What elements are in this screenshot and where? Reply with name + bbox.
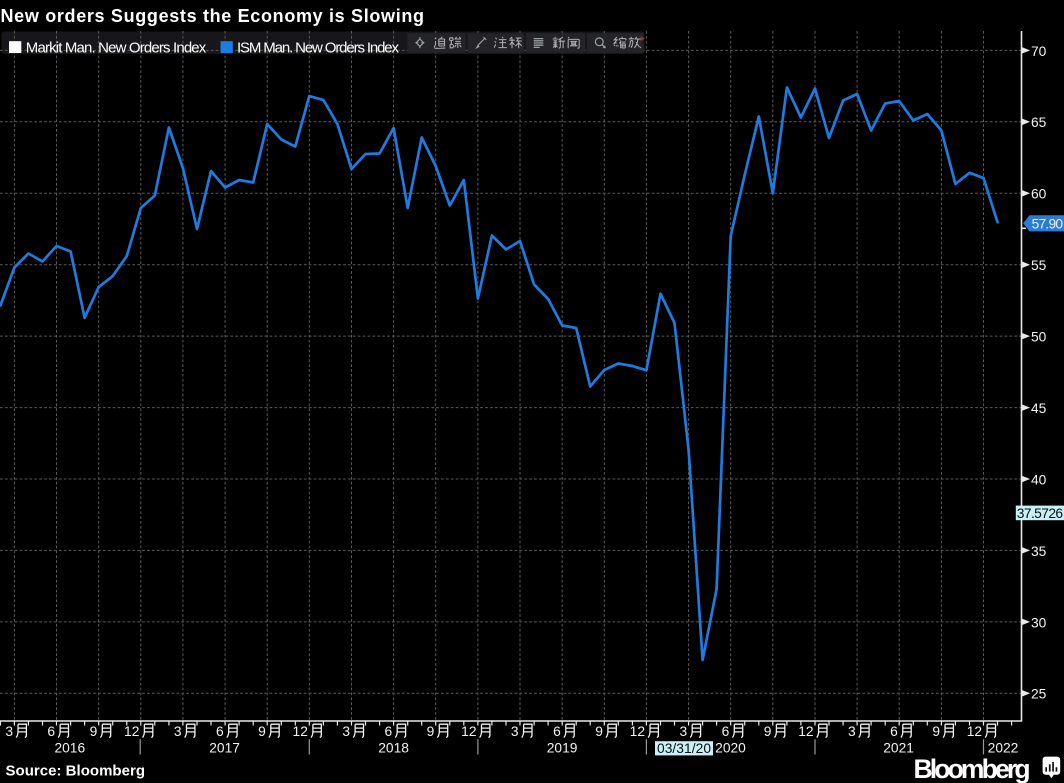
svg-text:12: 12 (293, 724, 308, 739)
svg-text:Source: Bloomberg: Source: Bloomberg (6, 763, 146, 780)
svg-text:50: 50 (1031, 330, 1047, 345)
svg-text:3: 3 (680, 724, 688, 739)
svg-text:2020: 2020 (715, 740, 746, 755)
svg-text:2016: 2016 (54, 740, 85, 755)
svg-text:12: 12 (798, 724, 813, 739)
svg-text:3: 3 (342, 724, 350, 739)
svg-text:25: 25 (1031, 687, 1047, 702)
svg-text:9: 9 (90, 724, 98, 739)
svg-text:9: 9 (258, 724, 266, 739)
svg-text:30: 30 (1031, 615, 1047, 630)
svg-text:2018: 2018 (378, 740, 409, 755)
svg-text:3: 3 (511, 724, 519, 739)
svg-text:12: 12 (967, 724, 982, 739)
svg-text:6: 6 (722, 724, 730, 739)
svg-text:6: 6 (47, 724, 55, 739)
svg-text:6: 6 (385, 724, 393, 739)
svg-text:9: 9 (764, 724, 772, 739)
svg-text:2021: 2021 (883, 740, 914, 755)
svg-text:65: 65 (1031, 115, 1047, 130)
svg-text:40: 40 (1031, 472, 1047, 487)
svg-text:37.5726: 37.5726 (1017, 506, 1064, 521)
svg-text:12: 12 (461, 724, 476, 739)
svg-text:9: 9 (932, 724, 940, 739)
svg-text:6: 6 (216, 724, 224, 739)
svg-text:35: 35 (1031, 544, 1047, 559)
svg-text:57.90: 57.90 (1032, 216, 1064, 231)
svg-text:Bloomberg: Bloomberg (914, 754, 1031, 783)
svg-text:3: 3 (848, 724, 856, 739)
svg-text:ISM Man. New Orders Index: ISM Man. New Orders Index (237, 40, 400, 57)
svg-text:9: 9 (595, 724, 603, 739)
svg-text:55: 55 (1031, 258, 1047, 273)
svg-text:12: 12 (124, 724, 139, 739)
svg-text:03/31/20: 03/31/20 (657, 741, 711, 756)
svg-text:2017: 2017 (209, 740, 240, 755)
svg-text:60: 60 (1031, 187, 1047, 202)
svg-text:3: 3 (174, 724, 182, 739)
svg-text:9: 9 (427, 724, 435, 739)
svg-text:New orders Suggests the Econom: New orders Suggests the Economy is Slowi… (1, 6, 425, 26)
svg-text:6: 6 (890, 724, 898, 739)
svg-text:6: 6 (553, 724, 561, 739)
svg-text:2022: 2022 (988, 740, 1019, 755)
svg-text:Markit Man. New Orders Index: Markit Man. New Orders Index (26, 40, 207, 57)
svg-text:45: 45 (1031, 401, 1047, 416)
svg-text:2019: 2019 (547, 740, 578, 755)
svg-text:12: 12 (630, 724, 645, 739)
svg-text:70: 70 (1031, 44, 1047, 59)
svg-text:3: 3 (5, 724, 13, 739)
